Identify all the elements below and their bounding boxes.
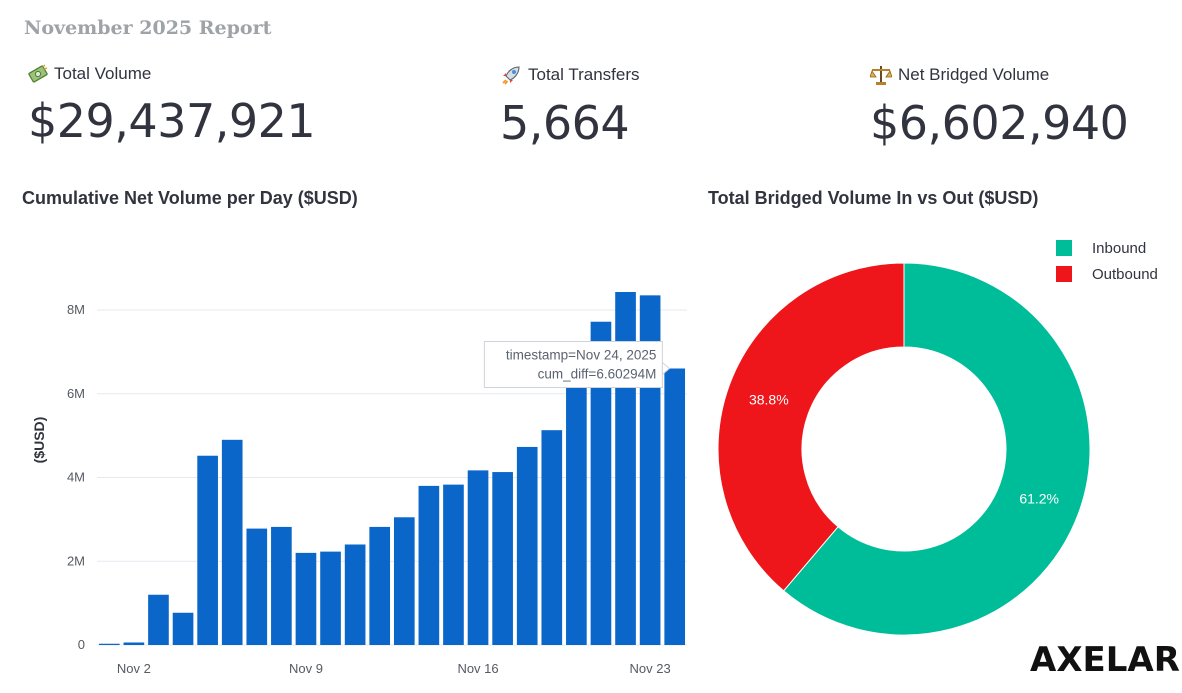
axelar-logo-text: AXELAR	[1030, 640, 1180, 680]
y-tick-label: 0	[78, 637, 85, 652]
hover-tooltip: timestamp=Nov 24, 2025 cum_diff=6.60294M	[483, 341, 671, 389]
bar[interactable]	[541, 430, 563, 645]
metric-total-volume: Total Volume $29,437,921	[28, 64, 316, 148]
metric-total-transfers-value: 5,664	[500, 96, 630, 150]
x-tick-label: Nov 9	[289, 661, 323, 676]
bar[interactable]	[516, 446, 538, 645]
bar[interactable]	[492, 472, 513, 645]
bar[interactable]	[566, 385, 587, 645]
metric-total-transfers-label: Total Transfers	[528, 65, 640, 84]
bar[interactable]	[467, 470, 489, 645]
y-tick-label: 8M	[67, 302, 85, 317]
metric-net-bridged-volume: Net Bridged Volume $6,602,940	[870, 64, 1129, 150]
legend-label-outbound[interactable]: Outbound	[1092, 266, 1158, 283]
legend-swatch-outbound[interactable]	[1056, 266, 1072, 282]
axelar-logo: AXELAR	[1030, 640, 1180, 680]
bar[interactable]	[664, 368, 686, 645]
bar[interactable]	[148, 594, 169, 645]
bar[interactable]	[443, 484, 464, 645]
legend-label-inbound[interactable]: Inbound	[1092, 240, 1146, 257]
x-tick-label: Nov 23	[630, 661, 671, 676]
y-axis-label: ($USD)	[31, 417, 47, 464]
y-tick-label: 6M	[67, 386, 85, 401]
bar[interactable]	[295, 552, 317, 645]
bar[interactable]	[172, 612, 194, 645]
x-tick-label: Nov 2	[117, 661, 151, 676]
report-title: November 2025 Report	[24, 17, 272, 39]
bar[interactable]	[418, 485, 440, 645]
y-tick-label: 4M	[67, 470, 85, 485]
bar-chart[interactable]: 0 2M 4M 6M 8M ($USD) Nov 2 Nov 9 Nov 16 Nov 23 tim…	[0, 230, 700, 685]
y-tick-label: 2M	[67, 553, 85, 568]
donut-slice-label: 61.2%	[1019, 491, 1059, 507]
money-icon	[28, 64, 48, 83]
metric-net-bridged-volume-value: $6,602,940	[870, 96, 1129, 150]
metric-total-volume-value: $29,437,921	[28, 94, 316, 148]
bar[interactable]	[369, 526, 391, 645]
bar[interactable]	[344, 544, 366, 646]
donut-slice-outbound[interactable]	[717, 262, 905, 592]
metric-total-transfers: Total Transfers 5,664	[500, 64, 640, 150]
bar[interactable]	[590, 321, 612, 645]
bar[interactable]	[320, 551, 341, 645]
bar[interactable]	[393, 517, 415, 645]
donut-slice-label: 38.8%	[749, 391, 789, 407]
donut-chart[interactable]: 61.2% 38.8% Inbound Outbound	[700, 230, 1182, 650]
bar[interactable]	[123, 642, 145, 645]
legend-swatch-inbound[interactable]	[1056, 240, 1072, 256]
x-tick-label: Nov 16	[457, 661, 498, 676]
balance-scale-icon	[870, 66, 892, 85]
metric-net-bridged-volume-label: Net Bridged Volume	[898, 65, 1050, 84]
metric-total-volume-label: Total Volume	[54, 64, 152, 83]
bar[interactable]	[197, 455, 218, 645]
donut-slice-inbound[interactable]	[782, 262, 1091, 636]
bar[interactable]	[98, 643, 120, 645]
rocket-icon	[502, 66, 520, 85]
pie-chart-title: Total Bridged Volume In vs Out ($USD)	[708, 188, 1039, 208]
bar[interactable]	[271, 526, 292, 645]
bar[interactable]	[221, 439, 243, 645]
tooltip-value: cum_diff=6.60294M	[538, 367, 657, 382]
bar[interactable]	[246, 528, 268, 645]
bar-chart-title: Cumulative Net Volume per Day ($USD)	[22, 188, 358, 208]
tooltip-timestamp: timestamp=Nov 24, 2025	[506, 348, 656, 363]
